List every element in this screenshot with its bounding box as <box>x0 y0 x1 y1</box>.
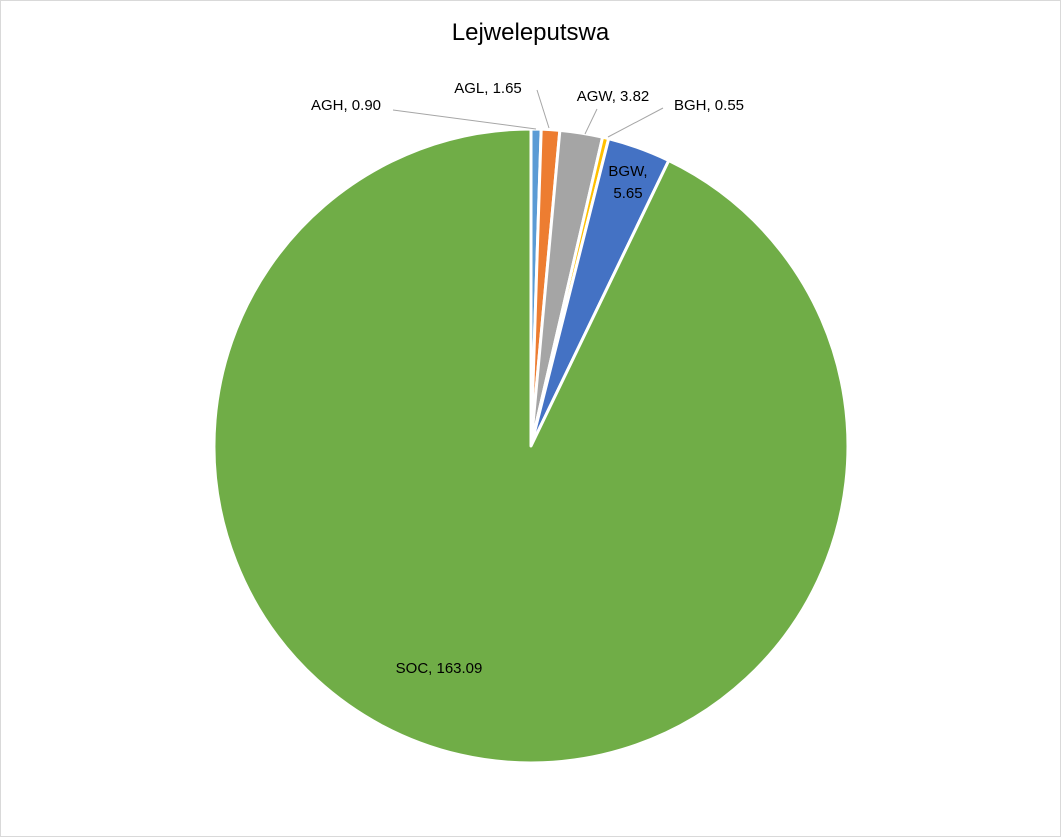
chart-title: Lejweleputswa <box>451 19 610 46</box>
leader-line-agh <box>392 109 537 130</box>
data-label-agh: AGH, 0.90 <box>311 97 381 114</box>
data-label-bgh: BGH, 0.55 <box>674 97 744 114</box>
data-label-bgw: BGW, 5.65 <box>608 163 647 202</box>
leader-line-agl <box>536 89 550 129</box>
pie-slice-soc <box>212 127 850 765</box>
data-label-agl: AGL, 1.65 <box>454 80 522 97</box>
leader-line-agw <box>584 108 598 135</box>
data-label-soc: SOC, 163.09 <box>396 660 483 677</box>
leader-line-bgh <box>607 107 664 138</box>
data-label-agw: AGW, 3.82 <box>577 88 650 105</box>
